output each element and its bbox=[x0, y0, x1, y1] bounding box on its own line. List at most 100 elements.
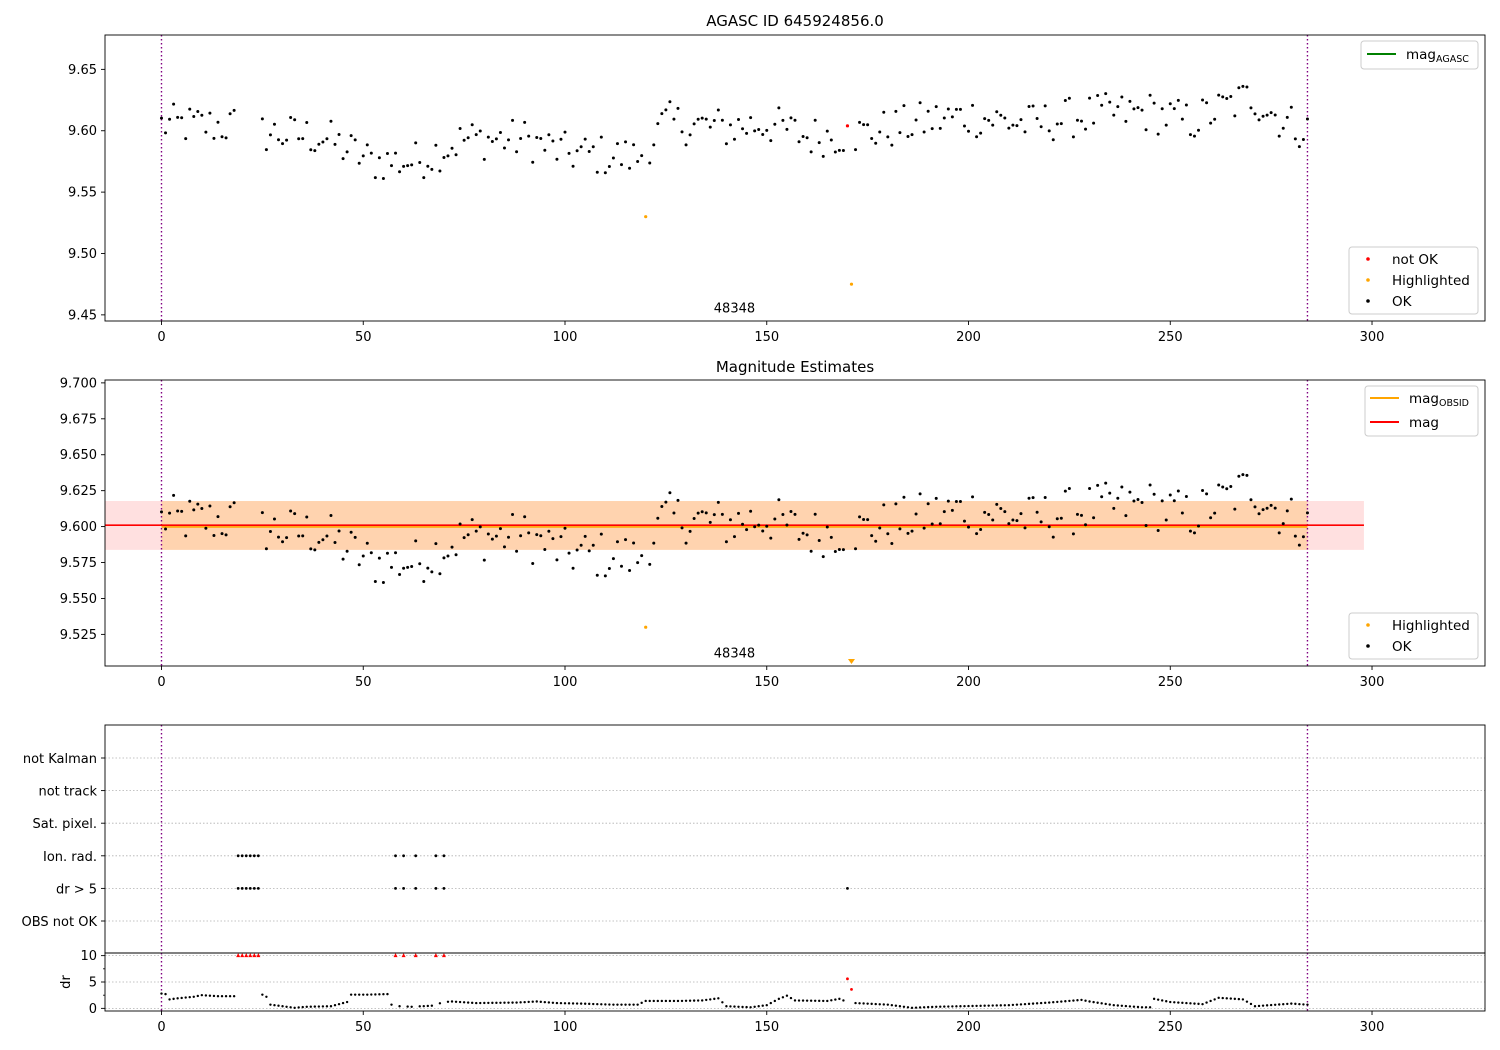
ok-point bbox=[498, 131, 502, 135]
ok-point bbox=[930, 127, 934, 131]
dr-point bbox=[813, 999, 817, 1002]
ok-point bbox=[398, 170, 402, 174]
ok-point bbox=[1209, 516, 1213, 520]
ok-point bbox=[1241, 473, 1245, 477]
ok-point bbox=[555, 558, 559, 562]
ok-point bbox=[640, 554, 644, 558]
dr-point bbox=[1080, 998, 1083, 1002]
dr-point bbox=[947, 1005, 950, 1008]
dr-point bbox=[777, 997, 781, 1001]
ok-point bbox=[1245, 85, 1249, 89]
ok-point bbox=[801, 531, 805, 535]
ok-point bbox=[277, 535, 281, 539]
ok-point bbox=[1136, 106, 1140, 110]
panel-3: not Kalman not track Sat. pixel. Ion. rad. d… bbox=[22, 724, 1486, 954]
ok-point bbox=[1305, 117, 1309, 121]
ok-point bbox=[583, 534, 587, 538]
ok-point bbox=[426, 566, 430, 570]
ok-point bbox=[599, 135, 603, 139]
ok-point bbox=[357, 563, 361, 567]
ok-point bbox=[220, 532, 224, 536]
dr-point bbox=[1108, 1003, 1111, 1006]
x-tick-label: 0 bbox=[157, 675, 165, 690]
dr-point bbox=[164, 992, 167, 996]
ok-point bbox=[624, 140, 628, 144]
ok-point bbox=[1197, 524, 1201, 528]
ok-point bbox=[587, 149, 591, 153]
ok-point bbox=[749, 509, 753, 513]
dr-point bbox=[1060, 1000, 1063, 1003]
ok-point bbox=[696, 511, 700, 515]
ok-point bbox=[922, 526, 926, 530]
ok-point bbox=[958, 500, 962, 504]
ok-point bbox=[942, 116, 946, 120]
dr-point bbox=[1048, 1001, 1051, 1004]
x-tick-label: 0 bbox=[157, 330, 165, 345]
ok-point bbox=[406, 164, 410, 168]
highlighted-point bbox=[644, 625, 648, 629]
ok-point bbox=[1031, 104, 1035, 108]
x-tick-label: 200 bbox=[956, 675, 981, 690]
ok-point bbox=[1067, 486, 1071, 490]
ok-point bbox=[353, 535, 357, 539]
ok-point bbox=[1039, 125, 1043, 129]
ok-point bbox=[1152, 101, 1156, 105]
ok-point bbox=[1112, 113, 1116, 117]
ok-point bbox=[1140, 108, 1144, 112]
dr-point bbox=[422, 1004, 425, 1008]
ok-point bbox=[628, 166, 632, 170]
ok-point bbox=[866, 123, 870, 127]
ok-point bbox=[1059, 516, 1063, 520]
ok-point bbox=[1108, 100, 1112, 104]
dr-point bbox=[1225, 997, 1228, 1000]
dr-point bbox=[620, 1003, 623, 1006]
ok-point bbox=[1225, 96, 1229, 100]
dr-point bbox=[523, 1000, 526, 1004]
ok-point bbox=[664, 108, 668, 112]
ok-point bbox=[1055, 122, 1059, 126]
dr-clipped-marker bbox=[236, 953, 241, 958]
ok-point bbox=[494, 534, 498, 538]
y-tick-label: 9.675 bbox=[60, 412, 97, 427]
ok-point bbox=[1055, 517, 1059, 521]
ok-point bbox=[971, 495, 975, 499]
dr-point bbox=[487, 1001, 490, 1005]
dr-point bbox=[955, 1005, 958, 1008]
dr-point bbox=[418, 1005, 421, 1008]
dr-clipped-marker bbox=[401, 953, 406, 958]
dr-point bbox=[1039, 1001, 1043, 1005]
ok-point bbox=[950, 115, 954, 119]
dr-point bbox=[660, 999, 664, 1003]
ok-point bbox=[615, 540, 619, 544]
ok-point bbox=[1003, 116, 1007, 120]
ok-point bbox=[563, 526, 567, 530]
ok-point bbox=[1192, 134, 1196, 138]
axes-frame bbox=[104, 34, 1486, 322]
ok-point bbox=[1172, 499, 1176, 503]
ok-point bbox=[769, 139, 773, 143]
dr-point bbox=[382, 993, 385, 996]
dr-point bbox=[596, 1002, 599, 1006]
dr-point bbox=[1298, 1002, 1301, 1006]
ok-point bbox=[212, 136, 216, 140]
ok-point bbox=[377, 156, 381, 160]
x-tick-label: 100 bbox=[553, 675, 578, 690]
ok-point bbox=[285, 536, 289, 540]
ok-point bbox=[502, 545, 506, 549]
ok-point bbox=[462, 536, 466, 540]
dr-point bbox=[1273, 1003, 1277, 1006]
legend-points: Highlighted OK bbox=[1348, 612, 1479, 660]
ok-point bbox=[591, 543, 595, 547]
ok-point bbox=[1116, 105, 1120, 109]
x-tick-label: 300 bbox=[1360, 675, 1385, 690]
ok-point bbox=[176, 509, 180, 513]
ok-point bbox=[757, 128, 761, 132]
ok-point bbox=[1067, 96, 1071, 100]
dr-point bbox=[273, 1004, 276, 1007]
flag-point bbox=[414, 887, 418, 890]
ok-point bbox=[438, 572, 442, 576]
ok-point bbox=[737, 117, 741, 121]
ok-point bbox=[902, 104, 906, 108]
flag-point bbox=[240, 854, 244, 858]
